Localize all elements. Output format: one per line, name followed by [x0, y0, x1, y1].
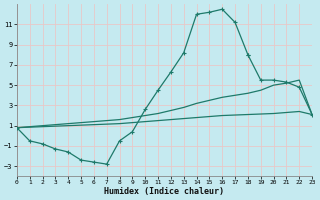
X-axis label: Humidex (Indice chaleur): Humidex (Indice chaleur) — [104, 187, 224, 196]
